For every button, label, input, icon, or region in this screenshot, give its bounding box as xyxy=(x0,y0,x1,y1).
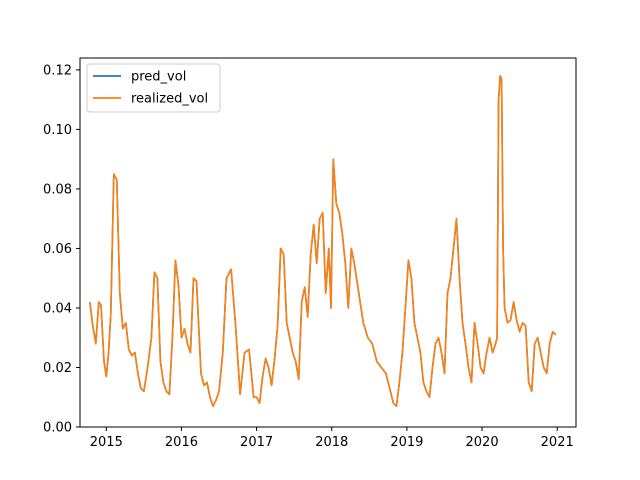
x-tick-label: 2015 xyxy=(90,435,123,450)
series-line-realized-vol xyxy=(89,75,557,408)
legend-label-pred-vol: pred_vol xyxy=(131,70,186,85)
x-axis: 2015 2016 2017 2018 2019 2020 2021 xyxy=(90,427,574,450)
series-layer xyxy=(89,75,557,408)
y-tick-label: 0.12 xyxy=(43,63,72,78)
x-tick-label: 2017 xyxy=(240,435,273,450)
y-tick-label: 0.02 xyxy=(43,361,72,376)
legend-label-realized-vol: realized_vol xyxy=(131,92,208,107)
x-tick-label: 2016 xyxy=(165,435,198,450)
x-tick-label: 2018 xyxy=(315,435,348,450)
x-tick-label: 2020 xyxy=(466,435,499,450)
y-tick-label: 0.10 xyxy=(43,123,72,138)
y-tick-label: 0.00 xyxy=(43,421,72,436)
y-axis: 0.00 0.02 0.04 0.06 0.08 0.10 0.12 xyxy=(43,63,80,436)
x-tick-label: 2021 xyxy=(541,435,574,450)
y-tick-label: 0.04 xyxy=(43,301,72,316)
x-tick-label: 2019 xyxy=(390,435,423,450)
y-tick-label: 0.08 xyxy=(43,182,72,197)
plot-frame xyxy=(79,57,577,428)
y-tick-label: 0.06 xyxy=(43,242,72,257)
legend: pred_vol realized_vol xyxy=(86,63,221,113)
